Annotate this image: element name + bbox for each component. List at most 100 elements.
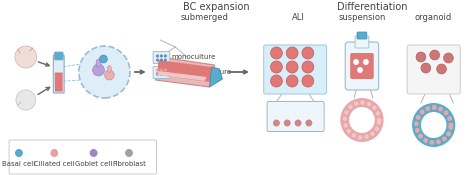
Circle shape xyxy=(164,72,167,76)
Circle shape xyxy=(412,103,456,147)
Circle shape xyxy=(79,46,130,98)
Circle shape xyxy=(348,105,353,109)
Text: Differentiation: Differentiation xyxy=(337,2,407,12)
Circle shape xyxy=(425,106,430,111)
Circle shape xyxy=(15,149,23,157)
Circle shape xyxy=(156,72,159,76)
Text: ALI: ALI xyxy=(292,13,304,23)
FancyBboxPatch shape xyxy=(9,140,156,174)
Circle shape xyxy=(160,58,163,61)
Circle shape xyxy=(344,123,348,128)
Text: monoculture: monoculture xyxy=(171,54,216,60)
Circle shape xyxy=(372,106,376,110)
Text: organoid: organoid xyxy=(414,13,451,23)
Circle shape xyxy=(271,75,283,87)
Text: Ciliated cell: Ciliated cell xyxy=(34,161,75,167)
FancyBboxPatch shape xyxy=(355,36,369,48)
Circle shape xyxy=(357,67,363,73)
Circle shape xyxy=(353,59,359,65)
Circle shape xyxy=(50,149,58,157)
Circle shape xyxy=(374,127,379,131)
FancyBboxPatch shape xyxy=(55,72,63,92)
Circle shape xyxy=(432,105,437,110)
Circle shape xyxy=(448,125,453,130)
Circle shape xyxy=(156,68,159,72)
Circle shape xyxy=(360,100,365,105)
Text: Goblet cell: Goblet cell xyxy=(75,161,112,167)
Circle shape xyxy=(156,54,159,58)
Circle shape xyxy=(271,47,283,59)
Text: Fibroblast: Fibroblast xyxy=(112,161,146,167)
Circle shape xyxy=(370,132,375,136)
Circle shape xyxy=(160,54,163,58)
Circle shape xyxy=(438,107,443,111)
Circle shape xyxy=(302,47,314,59)
Circle shape xyxy=(421,112,447,138)
Circle shape xyxy=(286,75,298,87)
Circle shape xyxy=(160,72,163,76)
Circle shape xyxy=(295,120,301,127)
Circle shape xyxy=(302,61,314,73)
Circle shape xyxy=(125,149,133,157)
Circle shape xyxy=(286,47,298,59)
Circle shape xyxy=(344,110,349,114)
Circle shape xyxy=(365,135,369,139)
Circle shape xyxy=(90,149,98,157)
Text: Basal cell: Basal cell xyxy=(2,161,36,167)
Circle shape xyxy=(358,135,362,140)
Circle shape xyxy=(416,115,421,120)
Circle shape xyxy=(436,139,441,144)
Circle shape xyxy=(164,58,167,61)
Circle shape xyxy=(423,138,428,143)
Circle shape xyxy=(104,70,114,80)
Circle shape xyxy=(430,50,439,60)
Circle shape xyxy=(92,64,104,76)
FancyBboxPatch shape xyxy=(53,55,64,93)
Circle shape xyxy=(377,120,381,125)
Polygon shape xyxy=(210,67,222,87)
Polygon shape xyxy=(155,57,215,87)
Text: suspension: suspension xyxy=(338,13,386,23)
FancyBboxPatch shape xyxy=(357,32,367,39)
Circle shape xyxy=(286,61,298,73)
Circle shape xyxy=(416,52,426,62)
Circle shape xyxy=(354,101,358,106)
Ellipse shape xyxy=(96,59,101,67)
Circle shape xyxy=(352,133,356,138)
Circle shape xyxy=(16,90,36,110)
Circle shape xyxy=(448,122,453,128)
Circle shape xyxy=(421,63,431,73)
FancyBboxPatch shape xyxy=(345,42,379,90)
Circle shape xyxy=(377,118,381,122)
FancyBboxPatch shape xyxy=(267,102,324,131)
Circle shape xyxy=(164,54,167,58)
Polygon shape xyxy=(157,60,211,82)
Ellipse shape xyxy=(108,65,111,72)
Circle shape xyxy=(343,117,347,121)
Text: submerged: submerged xyxy=(181,13,228,23)
Circle shape xyxy=(363,59,369,65)
Circle shape xyxy=(418,134,423,139)
Circle shape xyxy=(15,46,36,68)
Circle shape xyxy=(420,110,425,114)
Circle shape xyxy=(437,64,447,74)
FancyBboxPatch shape xyxy=(407,45,460,94)
Circle shape xyxy=(446,131,451,136)
Circle shape xyxy=(271,61,283,73)
FancyBboxPatch shape xyxy=(350,53,374,79)
FancyBboxPatch shape xyxy=(55,52,63,60)
Circle shape xyxy=(414,121,419,126)
Circle shape xyxy=(444,110,448,115)
Circle shape xyxy=(156,58,159,61)
Circle shape xyxy=(100,55,108,63)
Circle shape xyxy=(444,53,453,63)
Circle shape xyxy=(376,111,380,116)
Circle shape xyxy=(302,75,314,87)
Circle shape xyxy=(349,107,375,133)
Circle shape xyxy=(447,116,452,121)
Circle shape xyxy=(284,120,291,127)
Circle shape xyxy=(273,120,280,127)
Circle shape xyxy=(305,120,312,127)
Text: feeder co-culture: feeder co-culture xyxy=(171,69,231,75)
FancyBboxPatch shape xyxy=(153,66,170,79)
